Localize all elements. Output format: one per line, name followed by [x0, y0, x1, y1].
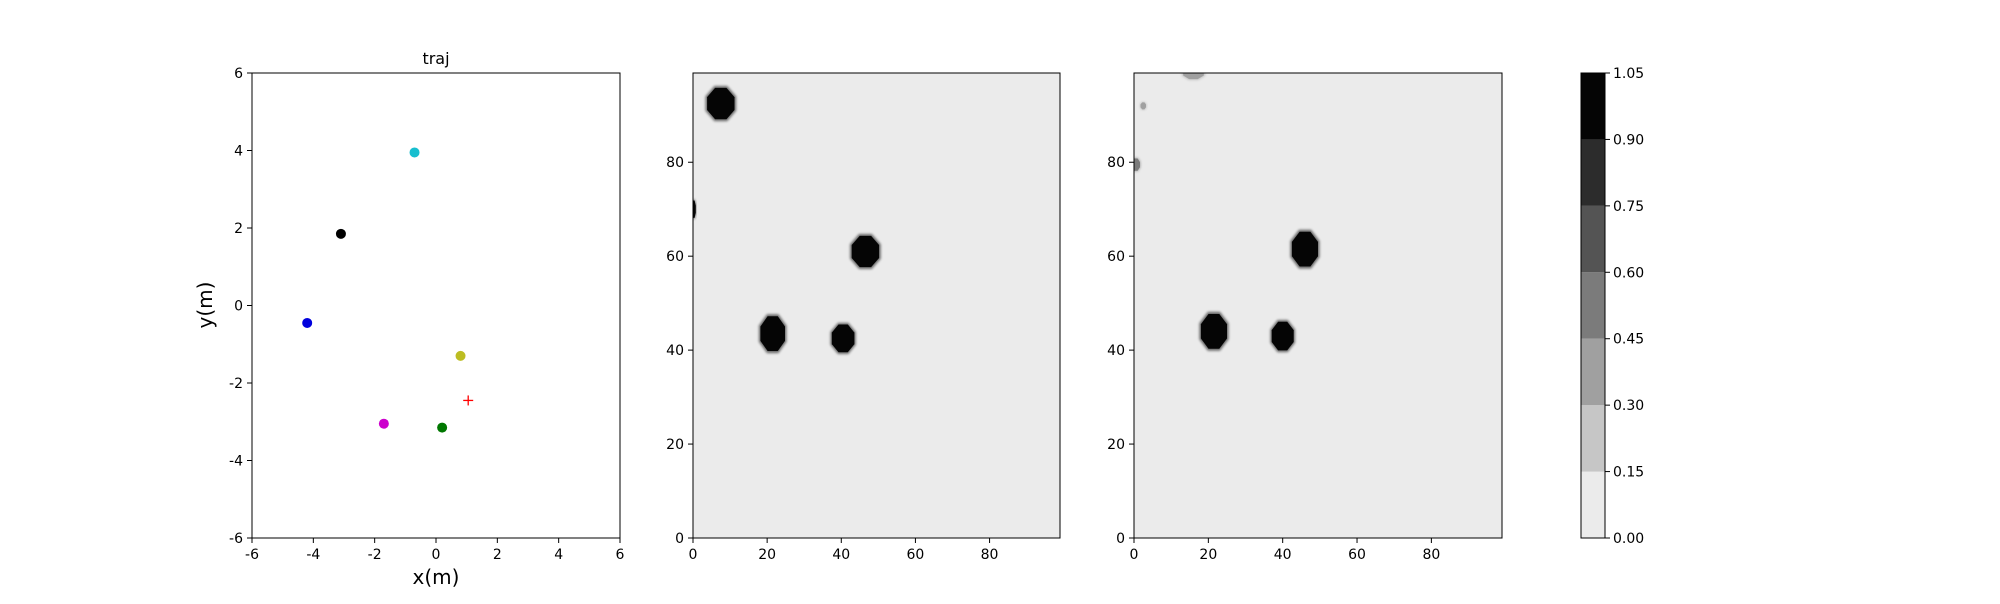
agent-point	[409, 147, 420, 158]
colorbar-tick-label: 0.90	[1613, 132, 1644, 148]
colorbar-bands	[1581, 73, 1605, 538]
heatmap-2-x-tick-label: 40	[1274, 547, 1292, 563]
traj-x-tick-label: 0	[432, 547, 441, 563]
traj-x-tick-label: -2	[368, 547, 382, 563]
traj-y-tick-label: 0	[234, 299, 243, 315]
heatmap-1-x-tick-label: 40	[832, 547, 850, 563]
heatmap-1-background	[693, 73, 1060, 538]
heatmap-1-obstacle	[758, 314, 787, 354]
heatmap-1-obstacle	[705, 86, 737, 122]
heatmap-1-obstacle	[693, 199, 697, 219]
heatmap-2-obstacle	[1140, 101, 1147, 110]
heatmap-1-x-tick-label: 60	[907, 547, 925, 563]
heatmap-1-y-tick-label: 20	[666, 437, 684, 453]
heatmap-2-blobs	[1134, 73, 1320, 353]
traj-y-tick-label: 6	[234, 66, 243, 82]
heatmap-2-obstacle	[1290, 229, 1320, 269]
traj-x-tick-label: 2	[493, 547, 502, 563]
agent-point	[437, 422, 448, 433]
colorbar-band	[1581, 471, 1605, 538]
colorbar-tick-label: 0.00	[1613, 531, 1644, 547]
traj-points	[302, 147, 474, 433]
heatmap-2-y-axis: 0 20 40 60 80	[1107, 155, 1134, 547]
heatmap-2-obstacle	[1134, 157, 1141, 172]
agent-point	[302, 317, 313, 328]
heatmap-1-x-tick-label: 20	[758, 547, 776, 563]
colorbar-tick-label: 0.15	[1613, 465, 1644, 481]
colorbar-band	[1581, 139, 1605, 206]
goal-marker	[463, 395, 474, 406]
colorbar-band	[1581, 405, 1605, 472]
heatmap-1-y-tick-label: 60	[666, 249, 684, 265]
traj-x-tick-label: 6	[616, 547, 625, 563]
heatmap-1-obstacle	[830, 322, 856, 354]
traj-y-tick-label: -4	[229, 454, 243, 470]
heatmap-2-x-tick-label: 80	[1422, 547, 1440, 563]
heatmap-2-obstacle	[1199, 311, 1229, 351]
heatmap-1-y-axis: 0 20 40 60 80	[666, 155, 693, 547]
heatmap-2-y-tick-label: 20	[1107, 437, 1125, 453]
colorbar-tick-label: 0.75	[1613, 199, 1644, 215]
heatmap-2-obstacle	[1270, 319, 1296, 353]
heatmap-1-blobs	[693, 86, 881, 354]
traj-x-tick-label: -6	[245, 547, 259, 563]
heatmap-2-y-tick-label: 40	[1107, 343, 1125, 359]
heatmap-1-x-tick-label: 0	[689, 547, 698, 563]
heatmap-1-obstacle	[850, 234, 881, 269]
heatmap-2-y-tick-label: 80	[1107, 155, 1125, 171]
colorbar-tick-label: 0.45	[1613, 332, 1644, 348]
heatmap-1-x-axis: 0 20 40 60 80	[689, 538, 999, 563]
traj-x-tick-label: -4	[306, 547, 320, 563]
traj-y-tick-label: -6	[229, 531, 243, 547]
heatmap-2-x-tick-label: 60	[1348, 547, 1366, 563]
traj-y-tick-label: 4	[234, 144, 243, 160]
colorbar-ticks: 0.00 0.15 0.30 0.45 0.60 0.75 0.90 1.05	[1605, 66, 1644, 547]
colorbar-band	[1581, 73, 1605, 140]
heatmap-2-x-axis: 0 20 40 60 80	[1130, 538, 1440, 563]
heatmap-1-x-tick-label: 80	[981, 547, 999, 563]
traj-y-axis: -6 -4 -2 0 2 4 6	[229, 66, 252, 547]
heatmap-1-frame	[692, 72, 1061, 539]
heatmap-2-x-tick-label: 20	[1199, 547, 1217, 563]
colorbar-band	[1581, 205, 1605, 273]
heatmap-panel-1: 0 20 40 60 80 0 20 40 60 80	[666, 72, 1061, 563]
heatmap-2-y-tick-label: 0	[1116, 531, 1125, 547]
traj-y-tick-label: 2	[234, 221, 243, 237]
heatmap-1-y-tick-label: 80	[666, 155, 684, 171]
agent-point	[455, 350, 466, 361]
agent-point	[378, 418, 389, 429]
traj-plot-area	[252, 73, 620, 538]
colorbar: 0.00 0.15 0.30 0.45 0.60 0.75 0.90 1.05	[1580, 66, 1644, 547]
traj-x-axis-title: x(m)	[413, 565, 460, 589]
traj-x-axis: -6 -4 -2 0 2 4 6	[245, 538, 625, 563]
colorbar-band	[1581, 338, 1605, 406]
heatmap-1-y-tick-label: 40	[666, 343, 684, 359]
heatmap-2-obstacle	[1181, 73, 1206, 80]
traj-y-tick-label: -2	[229, 376, 243, 392]
heatmap-1-y-tick-label: 0	[675, 531, 684, 547]
heatmap-2-x-tick-label: 0	[1130, 547, 1139, 563]
colorbar-tick-label: 0.30	[1613, 398, 1644, 414]
colorbar-tick-label: 1.05	[1613, 66, 1644, 82]
heatmap-2-frame	[1133, 72, 1503, 539]
colorbar-tick-label: 0.60	[1613, 265, 1644, 281]
heatmap-panel-2: 0 20 40 60 80 0 20 40 60 80	[1107, 72, 1503, 563]
trajectory-panel: traj -6 -4 -2 0 2 4 6 -6 -4 -2 0 2 4 6 x(m) y(m)	[193, 49, 625, 589]
colorbar-frame	[1580, 72, 1606, 539]
traj-title: traj	[422, 49, 449, 68]
traj-x-tick-label: 4	[554, 547, 563, 563]
heatmap-2-background	[1134, 73, 1502, 538]
traj-y-axis-title: y(m)	[193, 282, 217, 329]
heatmap-2-y-tick-label: 60	[1107, 249, 1125, 265]
colorbar-band	[1581, 272, 1605, 339]
agent-point	[335, 228, 346, 239]
